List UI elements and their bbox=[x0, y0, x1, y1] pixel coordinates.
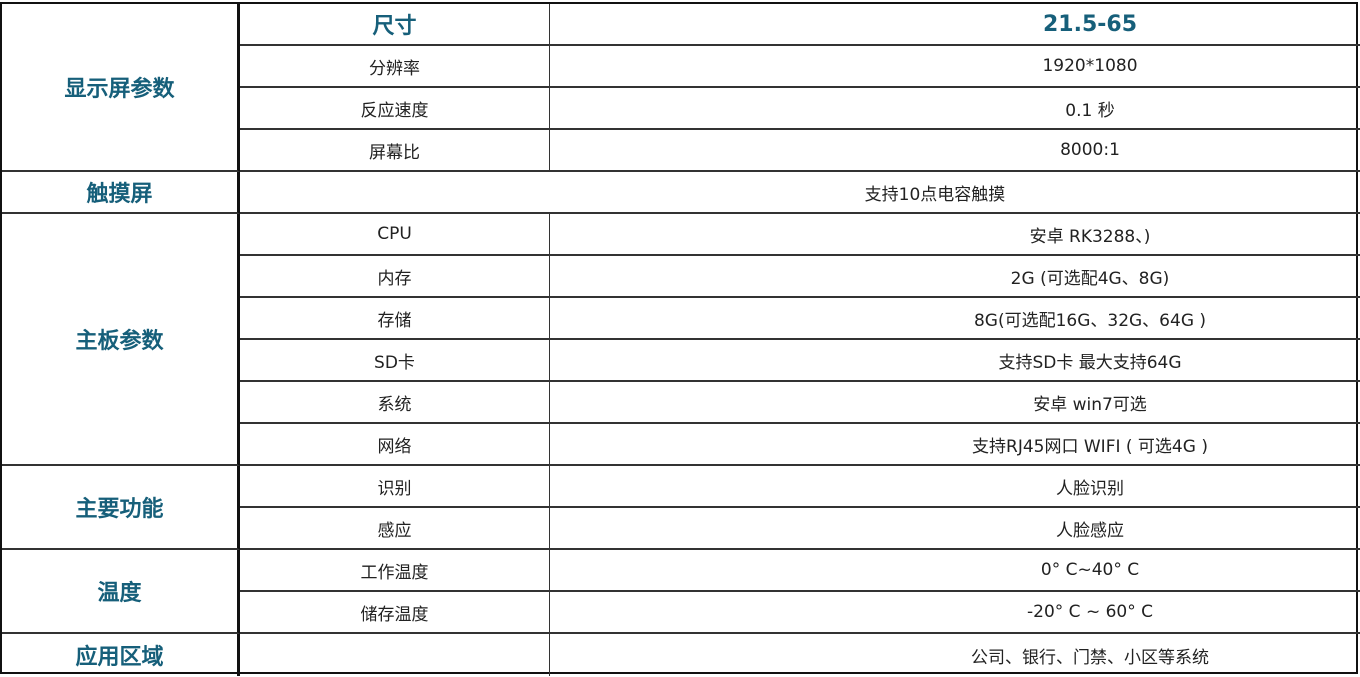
spec-key bbox=[240, 634, 550, 676]
group-display: 显示屏参数 bbox=[2, 4, 240, 172]
spec-value: 支持RJ45网口 WIFI ( 可选4G ) bbox=[550, 424, 1360, 466]
spec-value: 支持SD卡 最大支持64G bbox=[550, 340, 1360, 382]
spec-value: 安卓 RK3288、) bbox=[550, 214, 1360, 256]
spec-key: 网络 bbox=[240, 424, 550, 466]
spec-value: 安卓 win7可选 bbox=[550, 382, 1360, 424]
spec-value: 21.5-65 bbox=[550, 4, 1360, 46]
spec-key: SD卡 bbox=[240, 340, 550, 382]
spec-value: 人脸识别 bbox=[550, 466, 1360, 508]
group-functions: 主要功能 bbox=[2, 466, 240, 550]
spec-key: 反应速度 bbox=[240, 88, 550, 130]
spec-key: 尺寸 bbox=[240, 4, 550, 46]
group-temperature: 温度 bbox=[2, 550, 240, 634]
spec-value: 1920*1080 bbox=[550, 46, 1360, 88]
spec-key: CPU bbox=[240, 214, 550, 256]
spec-value: 2G (可选配4G、8G) bbox=[550, 256, 1360, 298]
spec-value: 0.1 秒 bbox=[550, 88, 1360, 130]
spec-key: 分辨率 bbox=[240, 46, 550, 88]
spec-key: 储存温度 bbox=[240, 592, 550, 634]
spec-value: -20° C ~ 60° C bbox=[550, 592, 1360, 634]
spec-key: 内存 bbox=[240, 256, 550, 298]
spec-key: 系统 bbox=[240, 382, 550, 424]
spec-value: 公司、银行、门禁、小区等系统 bbox=[971, 647, 1209, 668]
spec-value: 0° C~40° C bbox=[550, 550, 1360, 592]
spec-key: 工作温度 bbox=[240, 550, 550, 592]
spec-key: 感应 bbox=[240, 508, 550, 550]
spec-key: 屏幕比 bbox=[240, 130, 550, 172]
group-mainboard: 主板参数 bbox=[2, 214, 240, 466]
spec-value: 8G(可选配16G、32G、64G ) bbox=[550, 298, 1360, 340]
group-application: 应用区域 bbox=[2, 634, 240, 676]
spec-value: 人脸感应 bbox=[550, 508, 1360, 550]
spec-value: 8000:1 bbox=[550, 130, 1360, 172]
spec-key: 识别 bbox=[240, 466, 550, 508]
group-touch: 触摸屏 bbox=[2, 172, 240, 214]
spec-value: 支持10点电容触摸 bbox=[240, 172, 1360, 214]
spec-key: 存储 bbox=[240, 298, 550, 340]
